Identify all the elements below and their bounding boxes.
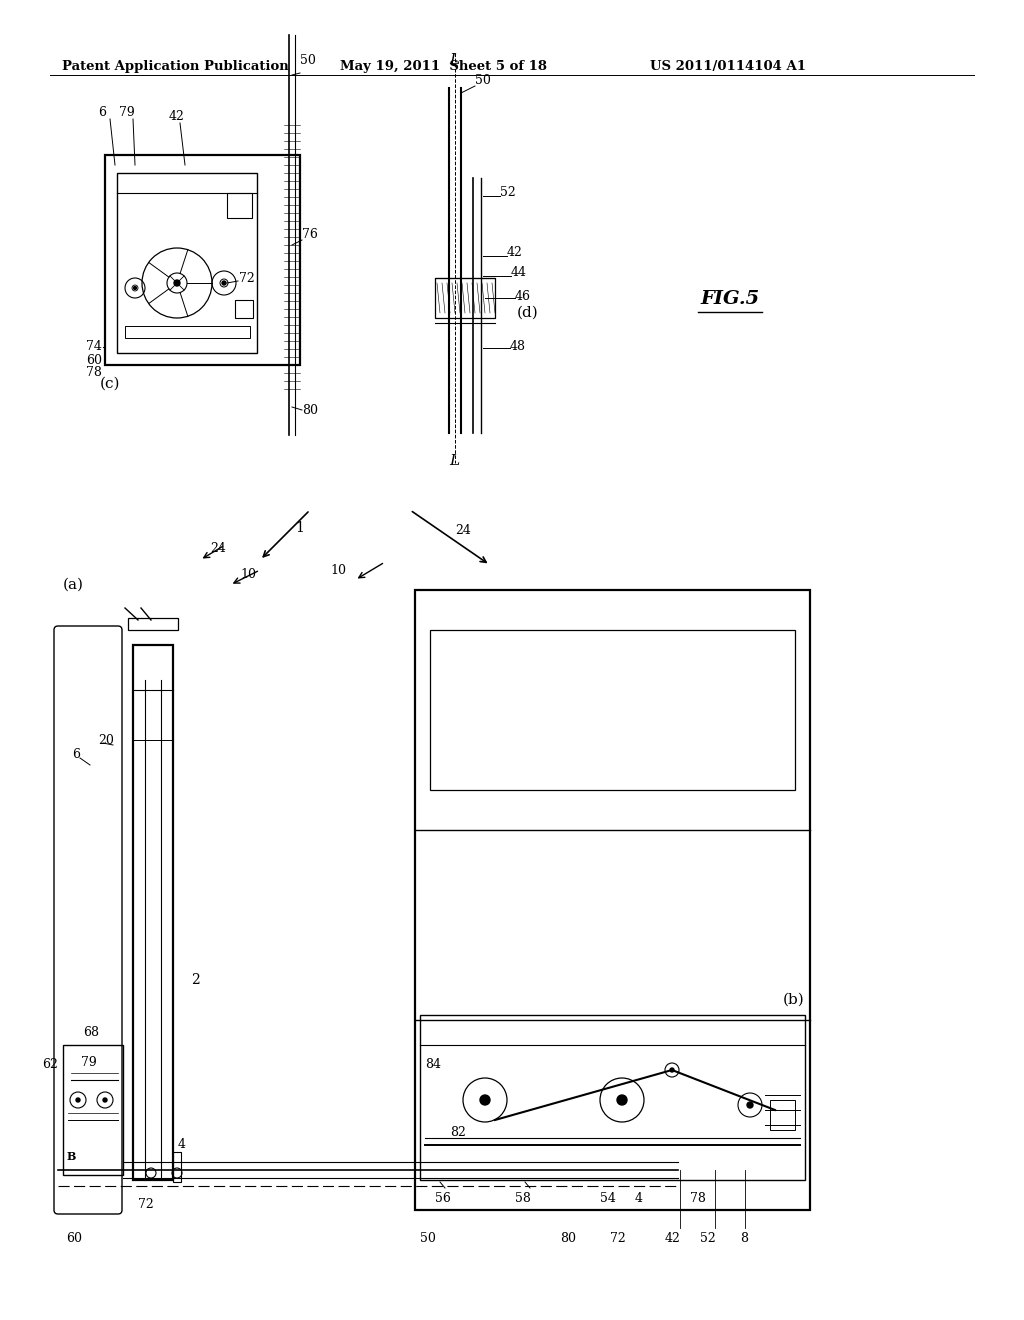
Text: 10: 10 [330, 564, 346, 577]
Bar [133, 645, 173, 1180]
Bar [105, 154, 300, 366]
Circle shape [617, 1096, 627, 1105]
Circle shape [670, 1068, 674, 1072]
Bar [63, 1045, 123, 1175]
Circle shape [480, 1096, 490, 1105]
Text: 8: 8 [740, 1232, 748, 1245]
Text: 44: 44 [511, 267, 527, 280]
Text: 24: 24 [455, 524, 471, 536]
Circle shape [76, 1098, 80, 1102]
Text: 52: 52 [700, 1232, 716, 1245]
Text: Patent Application Publication: Patent Application Publication [62, 59, 289, 73]
Bar [234, 300, 253, 318]
Text: 46: 46 [515, 289, 531, 302]
Text: (c): (c) [100, 378, 121, 391]
Text: 76: 76 [302, 228, 317, 242]
Text: US 2011/0114104 A1: US 2011/0114104 A1 [650, 59, 806, 73]
Text: (b): (b) [783, 993, 805, 1007]
Text: 82: 82 [450, 1126, 466, 1138]
Text: 72: 72 [610, 1232, 626, 1245]
Bar [173, 1152, 181, 1181]
Text: 6: 6 [72, 748, 80, 762]
Text: 72: 72 [239, 272, 255, 285]
Circle shape [746, 1102, 753, 1107]
Text: 79: 79 [119, 107, 135, 120]
Text: 60: 60 [66, 1232, 82, 1245]
Bar [128, 618, 178, 630]
Bar [435, 279, 495, 318]
Text: 42: 42 [169, 111, 185, 124]
Text: 6: 6 [98, 107, 106, 120]
Text: 84: 84 [425, 1059, 441, 1072]
Text: 80: 80 [560, 1232, 575, 1245]
Text: 10: 10 [240, 569, 256, 582]
Bar [227, 193, 252, 218]
Text: 60: 60 [86, 355, 102, 367]
Text: 42: 42 [507, 247, 523, 260]
Text: 50: 50 [300, 54, 315, 66]
Bar [125, 326, 250, 338]
Text: 62: 62 [42, 1059, 58, 1072]
Bar [117, 173, 257, 352]
Text: (a): (a) [63, 578, 84, 591]
Text: 2: 2 [191, 973, 200, 987]
Circle shape [174, 280, 180, 286]
Text: 52: 52 [500, 186, 516, 199]
Text: 50: 50 [475, 74, 490, 87]
Text: 50: 50 [420, 1232, 436, 1245]
Text: 79: 79 [81, 1056, 96, 1069]
Text: L: L [449, 53, 459, 67]
Text: (d): (d) [517, 306, 539, 319]
Text: May 19, 2011  Sheet 5 of 18: May 19, 2011 Sheet 5 of 18 [340, 59, 547, 73]
Text: 42: 42 [665, 1232, 681, 1245]
Text: 78: 78 [690, 1192, 706, 1205]
Text: 4: 4 [635, 1192, 643, 1205]
Circle shape [133, 286, 136, 289]
Text: 80: 80 [302, 404, 318, 417]
Text: B: B [67, 1151, 77, 1162]
Text: 72: 72 [138, 1199, 154, 1212]
Circle shape [222, 281, 226, 285]
Text: 78: 78 [86, 367, 102, 380]
Text: 4: 4 [178, 1138, 186, 1151]
Text: 74: 74 [86, 341, 102, 354]
Bar [420, 1015, 805, 1180]
Text: FIG.5: FIG.5 [700, 290, 759, 308]
Text: 54: 54 [600, 1192, 615, 1205]
Bar [430, 630, 795, 789]
Text: 58: 58 [515, 1192, 530, 1205]
Text: 48: 48 [510, 339, 526, 352]
Text: 68: 68 [83, 1026, 99, 1039]
Text: 20: 20 [98, 734, 114, 747]
Bar [770, 1100, 795, 1130]
Text: 1: 1 [295, 521, 304, 535]
Text: L: L [449, 454, 459, 469]
Bar [415, 590, 810, 1210]
Text: 24: 24 [210, 541, 226, 554]
Circle shape [103, 1098, 106, 1102]
Text: 56: 56 [435, 1192, 451, 1205]
